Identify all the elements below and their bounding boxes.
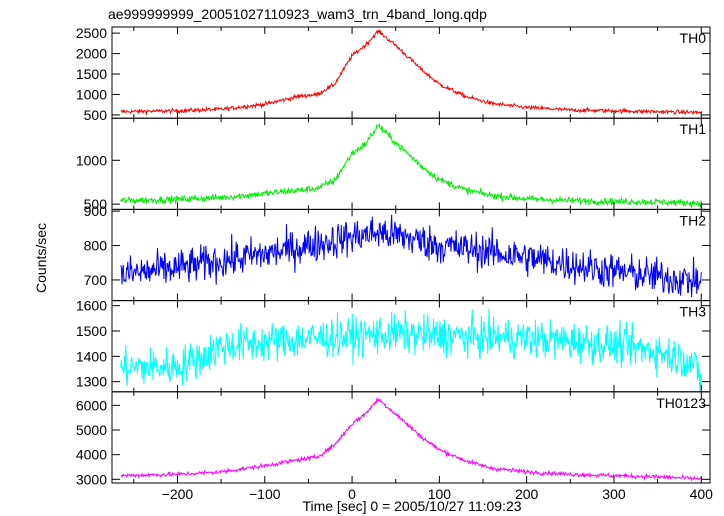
panel-th2: 700 800 900 TH2	[84, 203, 711, 302]
x-tick-label: 400	[690, 486, 714, 502]
panel-frame	[111, 208, 711, 302]
y-tick-label: 3000	[76, 471, 107, 487]
y-tick-label: 1400	[76, 348, 107, 364]
series-line-th1	[120, 122, 702, 209]
x-tick-label: 200	[515, 486, 539, 502]
x-tick-label: 300	[602, 486, 626, 502]
panel-th0123: 3000 4000 5000 6000 TH0123	[76, 391, 711, 487]
series-line-th3	[120, 308, 702, 392]
y-tick-label: 500	[84, 107, 108, 123]
x-tick-label: 100	[428, 486, 452, 502]
panel-label-th2: TH2	[680, 212, 707, 228]
y-tick-label: 2000	[76, 46, 107, 62]
x-axis-title: Time [sec] 0 = 2005/10/27 11:09:23	[302, 498, 521, 514]
series-line-th0	[120, 29, 702, 116]
y-tick-label: 2500	[76, 25, 107, 41]
y-tick-label: 4000	[76, 447, 107, 463]
y-tick-label: 1600	[76, 298, 107, 314]
panel-frame	[111, 26, 711, 119]
x-tick-label: −200	[162, 486, 194, 502]
y-tick-label: 1000	[76, 152, 107, 168]
chart-title: ae999999999_20051027110923_wam3_trn_4ban…	[108, 6, 487, 22]
panel-th0: 500 1000 1500 2000 2500 TH0	[76, 25, 711, 123]
series-line-th2	[120, 214, 702, 297]
y-axis-title: Counts/sec	[33, 223, 49, 293]
panel-label-th3: TH3	[680, 304, 707, 320]
y-tick-label: 6000	[76, 397, 107, 413]
y-tick-label: 1300	[76, 374, 107, 390]
panel-frame	[111, 117, 711, 210]
y-tick-label: 1500	[76, 66, 107, 82]
x-tick-label: 0	[348, 486, 356, 502]
y-tick-label: 1500	[76, 323, 107, 339]
panel-th1: 500 1000 TH1	[76, 117, 711, 212]
y-tick-label: 900	[84, 203, 108, 219]
panel-frame	[111, 391, 711, 484]
y-tick-label: 500	[84, 196, 108, 212]
y-tick-label: 800	[84, 238, 108, 254]
panel-label-th1: TH1	[680, 121, 707, 137]
panel-label-th0123: TH0123	[656, 395, 706, 411]
y-tick-label: 1000	[76, 86, 107, 102]
y-tick-label: 700	[84, 272, 108, 288]
series-line-th0123	[120, 397, 702, 482]
x-tick-label: −100	[249, 486, 281, 502]
y-tick-label: 5000	[76, 422, 107, 438]
panel-label-th0: TH0	[680, 30, 707, 46]
panel-th3: 1300 1400 1500 1600 TH3	[76, 298, 711, 393]
